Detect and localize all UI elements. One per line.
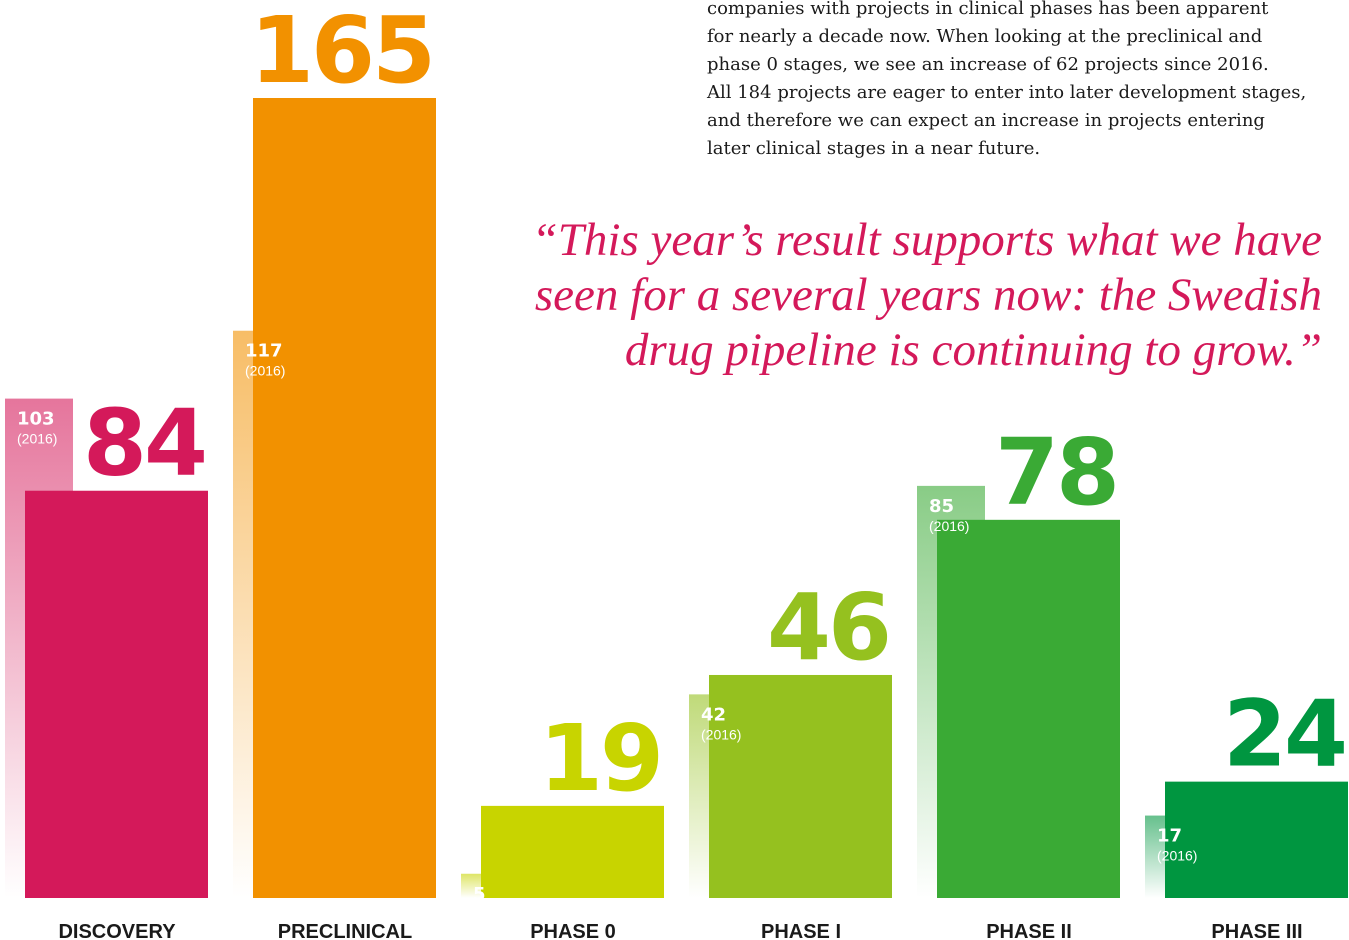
bar [253,98,436,898]
value-label: 78 [995,419,1117,526]
series-label-2016: (2016) [701,726,741,742]
category-label: PRECLINICAL [278,921,412,940]
value-label-2016: 85 [929,496,954,517]
intro-text: phase 0 stages, we see an increase of 62… [707,54,1269,75]
bar [709,674,892,898]
quote-text: drug pipeline is continuing to grow.” [625,324,1322,376]
category-label: PHASE I [761,921,841,940]
bar [25,490,208,898]
category-label: PHASE III [1211,921,1302,940]
intro-text: and therefore we can expect an increase … [707,110,1265,131]
quote-text: “This year’s result supports what we hav… [532,214,1322,266]
value-label-2016: 5 [473,884,486,905]
category-label: PHASE II [986,921,1072,940]
value-label-2016: 117 [245,341,283,362]
series-label-2016: (2016) [473,906,513,922]
intro-text: All 184 projects are eager to enter into… [706,82,1306,103]
category-label: PHASE 0 [530,921,616,940]
intro-text: for nearly a decade now. When looking at… [707,26,1262,47]
bar [937,519,1120,898]
value-label: 165 [250,0,433,104]
value-label: 84 [83,390,205,497]
series-label-2016: (2016) [1157,848,1197,864]
intro-text: companies with projects in clinical phas… [707,0,1269,19]
bar [1165,781,1348,898]
value-label: 46 [767,574,889,681]
value-label-2016: 17 [1157,826,1182,847]
value-label: 24 [1223,681,1345,788]
quote-text: seen for a several years now: the Swedis… [535,269,1322,321]
value-label-2016: 42 [701,704,726,725]
series-label-2016: (2016) [245,363,285,379]
value-label: 19 [539,705,661,812]
bar [481,805,664,898]
category-label: DISCOVERY [58,921,176,940]
value-label-2016: 103 [17,409,55,430]
series-label-2016: (2016) [929,518,969,534]
intro-text: later clinical stages in a near future. [707,138,1040,159]
series-label-2016: (2016) [17,431,57,447]
